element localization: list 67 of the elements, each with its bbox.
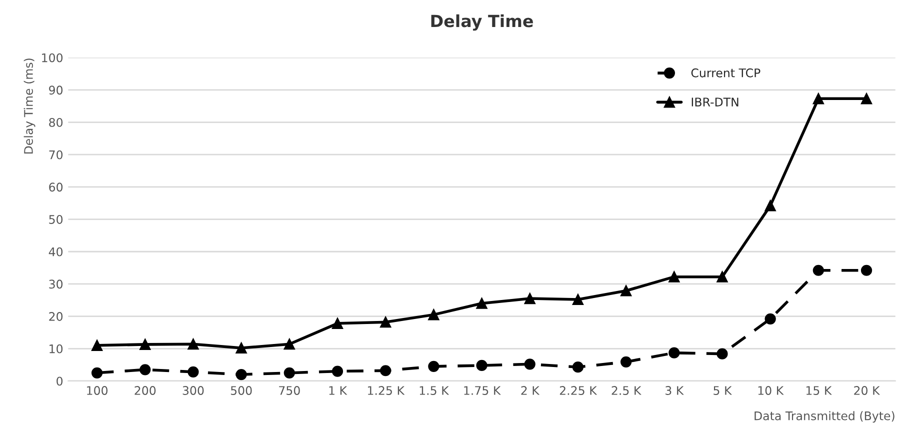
point <box>668 271 680 282</box>
point <box>668 347 680 358</box>
y-tick-label: 40 <box>48 247 63 256</box>
point <box>716 348 728 360</box>
point <box>812 264 824 276</box>
legend-label: IBR-DTN <box>692 98 738 106</box>
point <box>140 364 151 376</box>
y-tick-label: 20 <box>49 312 63 321</box>
point <box>188 366 199 378</box>
point <box>284 367 295 378</box>
y-tick-label: 50 <box>49 215 63 224</box>
legend-label: Current TCP <box>691 68 760 78</box>
point <box>572 294 584 306</box>
x-tick-label: 750 <box>279 386 300 395</box>
x-tick-label: 100 <box>87 386 108 395</box>
x-tick-label: 1.25 K <box>368 386 405 395</box>
point <box>620 356 632 368</box>
x-tick-label: 2 K <box>521 386 540 395</box>
point <box>812 93 824 104</box>
y-tick-label: 90 <box>49 86 63 95</box>
x-tick-label: 300 <box>182 386 204 395</box>
x-tick-label: 20 K <box>854 386 880 395</box>
y-tick-label: 100 <box>42 53 63 62</box>
x-tick-label: 200 <box>134 386 156 395</box>
x-tick-label: 3 K <box>666 386 684 395</box>
x-tick-label: 15 K <box>806 386 832 395</box>
point <box>236 368 247 380</box>
point <box>91 340 103 351</box>
y-tick-label: 30 <box>49 280 63 289</box>
y-tick-label: 80 <box>49 118 63 127</box>
point <box>332 366 344 377</box>
point <box>428 360 440 372</box>
x-tick-label: 1 K <box>329 386 348 395</box>
point <box>572 362 584 373</box>
point <box>476 298 488 309</box>
x-tick-label: 2.25 K <box>560 386 598 395</box>
point <box>764 200 776 212</box>
x-axis-title: Data Transmitted (Byte) <box>754 411 894 423</box>
x-tick-label: 2.5 K <box>612 386 642 395</box>
point <box>620 285 632 296</box>
point <box>476 360 488 372</box>
point <box>284 338 295 350</box>
point <box>236 342 247 354</box>
point <box>764 313 776 324</box>
point <box>860 264 872 276</box>
point <box>524 292 536 304</box>
point <box>140 338 151 350</box>
x-tick-label: 5 K <box>714 386 732 395</box>
y-tick-label: 70 <box>49 150 63 160</box>
x-tick-label: 1.5 K <box>420 386 450 395</box>
x-tick-label: 500 <box>230 386 252 395</box>
y-tick-label: 60 <box>49 182 63 192</box>
point <box>188 338 199 350</box>
point <box>380 316 392 328</box>
y-tick-label: 0 <box>56 376 63 386</box>
point <box>860 93 872 104</box>
point <box>91 367 103 378</box>
x-tick-label: 1.75 K <box>464 386 501 395</box>
point <box>380 365 392 376</box>
point <box>332 318 344 329</box>
point <box>716 271 728 282</box>
x-tick-label: 10 K <box>758 386 784 395</box>
chart-title: Delay Time <box>431 14 533 31</box>
y-tick-label: 10 <box>50 344 63 354</box>
point <box>428 309 440 320</box>
y-axis-title: Delay Time (ms) <box>24 58 36 154</box>
point <box>524 358 536 370</box>
